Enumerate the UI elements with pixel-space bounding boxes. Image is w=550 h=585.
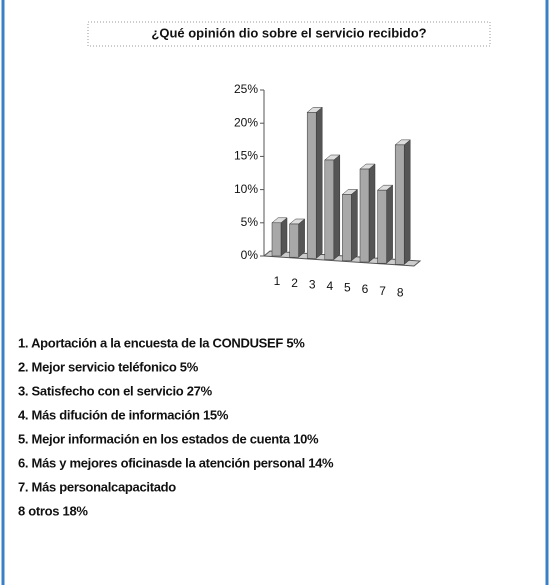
list-item: 6. Más y mejores oficinasde la atención … xyxy=(18,455,334,470)
bar xyxy=(377,189,387,264)
y-tick-label: 10% xyxy=(234,182,258,196)
bar xyxy=(359,168,370,263)
title-box xyxy=(87,21,491,47)
x-tick-label: 5 xyxy=(344,281,351,295)
bar-side xyxy=(333,154,341,261)
list-item: 5. Mejor información en los estados de c… xyxy=(18,431,319,446)
x-tick-label: 7 xyxy=(379,284,386,298)
x-tick-label: 6 xyxy=(362,282,369,296)
bar xyxy=(394,144,405,265)
bar-side xyxy=(368,163,376,263)
bar xyxy=(271,222,282,257)
y-tick-label: 25% xyxy=(234,82,258,96)
x-tick-label: 8 xyxy=(397,285,404,299)
x-tick-label: 1 xyxy=(274,274,281,288)
y-tick-label: 5% xyxy=(241,215,259,229)
frame-left xyxy=(1,0,5,585)
list-item: 4. Más difución de información 15% xyxy=(18,407,229,422)
bar-side xyxy=(280,217,288,257)
frame-right xyxy=(545,0,549,585)
bar xyxy=(289,223,299,258)
x-tick-label: 4 xyxy=(326,279,333,293)
bar xyxy=(342,194,352,262)
bar xyxy=(306,112,317,259)
bar-side xyxy=(403,139,411,265)
list-item: 1. Aportación a la encuesta de la CONDUS… xyxy=(18,335,305,350)
x-tick-label: 2 xyxy=(291,276,298,290)
bar-side xyxy=(386,184,393,264)
list-item: 7. Más personalcapacitado xyxy=(18,479,176,494)
y-tick-label: 0% xyxy=(241,248,259,262)
list-item: 3. Satisfecho con el servicio 27% xyxy=(18,383,213,398)
y-tick-label: 20% xyxy=(234,115,258,129)
x-tick-label: 3 xyxy=(309,277,316,291)
bar-side xyxy=(315,106,323,259)
chart-title: ¿Qué opinión dio sobre el servicio recib… xyxy=(151,25,426,40)
list-item: 2. Mejor servicio teléfonico 5% xyxy=(18,359,199,374)
list-item: 8 otros 18% xyxy=(18,503,88,518)
y-tick-label: 15% xyxy=(234,149,258,163)
bar-side xyxy=(298,218,305,258)
bar-side xyxy=(351,188,358,262)
bar xyxy=(324,159,335,260)
